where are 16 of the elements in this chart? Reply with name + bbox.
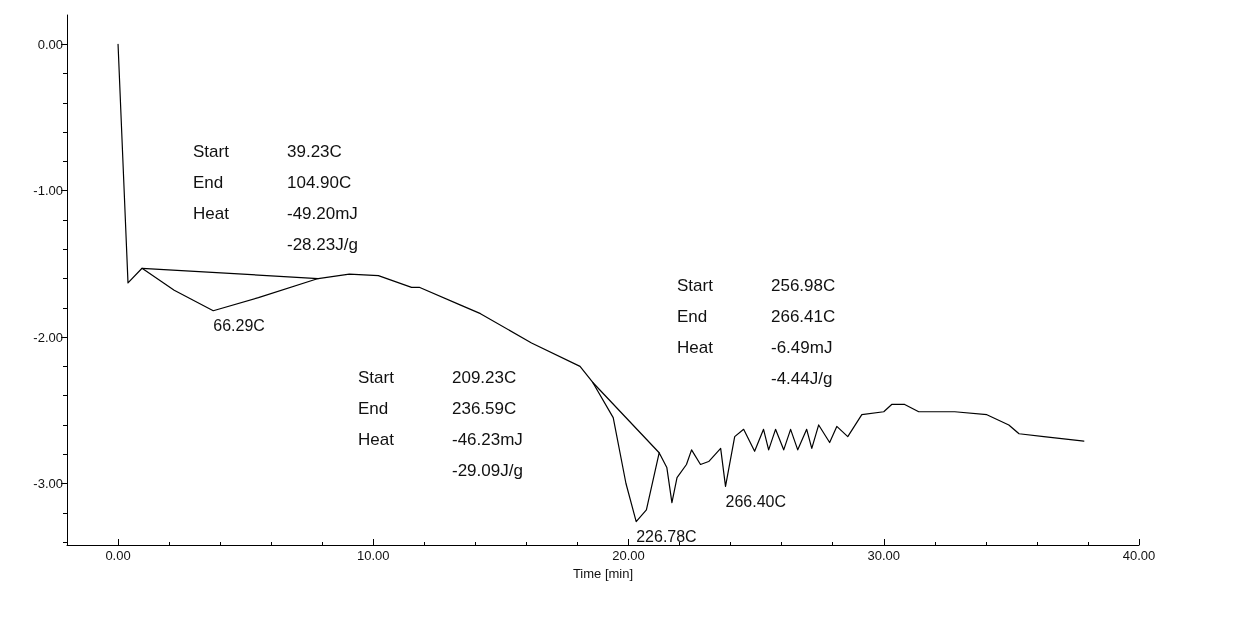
- x-tick-label: 40.00: [1122, 548, 1156, 563]
- annotation: 226.78C: [636, 528, 697, 546]
- x-tick-label: 0.00: [105, 548, 131, 563]
- text: Start 256.98C End 266.41C Heat -6.49mJ -4.44J/g: [677, 276, 836, 388]
- x-tick-label: 30.00: [867, 548, 901, 563]
- text: Start 39.23C End 104.90C Heat -49.20mJ -28.23J/g: [193, 142, 358, 254]
- text: Start 209.23C End 236.59C Heat -46.23mJ -29.09J/g: [358, 368, 523, 480]
- y-tick-label: -3.00: [33, 476, 63, 492]
- x-axis-title: Time [min]: [572, 565, 634, 581]
- y-tick-label: -1.00: [33, 183, 63, 199]
- annotation: 66.29C: [213, 317, 265, 335]
- y-tick-label: -2.00: [33, 329, 63, 345]
- x-tick-label: 20.00: [612, 548, 645, 563]
- x-tick-label: 10.00: [357, 548, 390, 563]
- annotation: 266.40C: [725, 492, 787, 510]
- y-tick-label: 0.00: [37, 36, 63, 52]
